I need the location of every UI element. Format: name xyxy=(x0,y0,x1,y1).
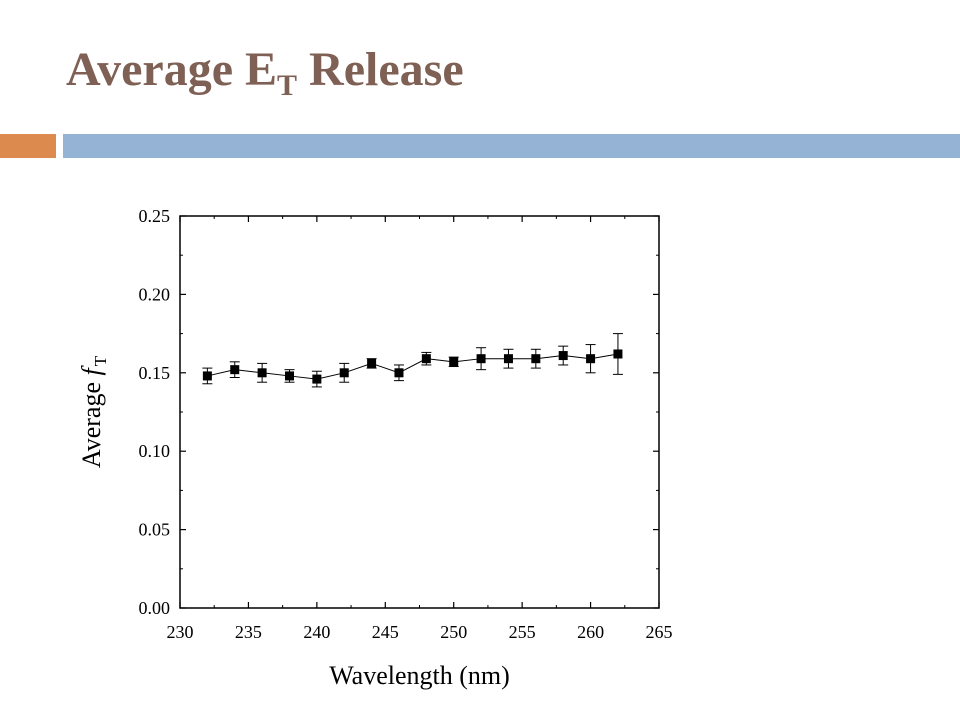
x-tick-label: 240 xyxy=(303,622,330,642)
y-axis-label-subscript: T xyxy=(91,355,110,366)
data-point xyxy=(503,354,513,364)
y-tick-label: 0.05 xyxy=(139,520,171,540)
title-tail: Release xyxy=(297,43,464,96)
x-tick-label: 265 xyxy=(646,622,673,642)
data-point xyxy=(476,354,486,364)
x-tick-label: 245 xyxy=(372,622,399,642)
plot-frame xyxy=(179,215,660,609)
accent-bar-orange xyxy=(0,134,56,158)
data-point xyxy=(449,357,459,367)
x-tick-label: 255 xyxy=(509,622,536,642)
y-axis-label-prefix: Average xyxy=(77,376,106,469)
y-tick-label: 0.15 xyxy=(139,363,171,383)
data-point xyxy=(257,368,267,378)
data-point xyxy=(421,354,431,364)
y-tick-label: 0.25 xyxy=(139,206,171,226)
data-point xyxy=(284,371,294,381)
accent-bar-blue xyxy=(63,134,960,158)
data-point xyxy=(230,365,240,375)
y-tick-label: 0.20 xyxy=(139,284,171,304)
y-tick-label: 0.10 xyxy=(139,441,171,461)
y-axis-label-group: Average fT xyxy=(77,355,110,468)
x-tick-label: 250 xyxy=(440,622,467,642)
y-axis-label: Average fT xyxy=(77,355,110,468)
data-point xyxy=(586,354,596,364)
data-point xyxy=(613,349,623,359)
data-point xyxy=(339,368,349,378)
x-axis-label: Wavelength (nm) xyxy=(329,661,510,690)
data-point xyxy=(367,358,377,368)
y-tick-label: 0.00 xyxy=(139,598,171,618)
data-point xyxy=(558,351,568,361)
title-main: Average E xyxy=(66,43,278,96)
slide-title: Average ET Release xyxy=(66,43,464,102)
data-point xyxy=(202,371,212,381)
series-line xyxy=(207,353,619,380)
data-point xyxy=(312,374,322,384)
data-point xyxy=(394,368,404,378)
x-tick-label: 260 xyxy=(577,622,604,642)
y-axis-label-symbol: f xyxy=(77,365,106,376)
data-point xyxy=(531,354,541,364)
x-tick-label: 235 xyxy=(235,622,262,642)
title-subscript: T xyxy=(277,69,298,102)
x-tick-label: 230 xyxy=(167,622,194,642)
